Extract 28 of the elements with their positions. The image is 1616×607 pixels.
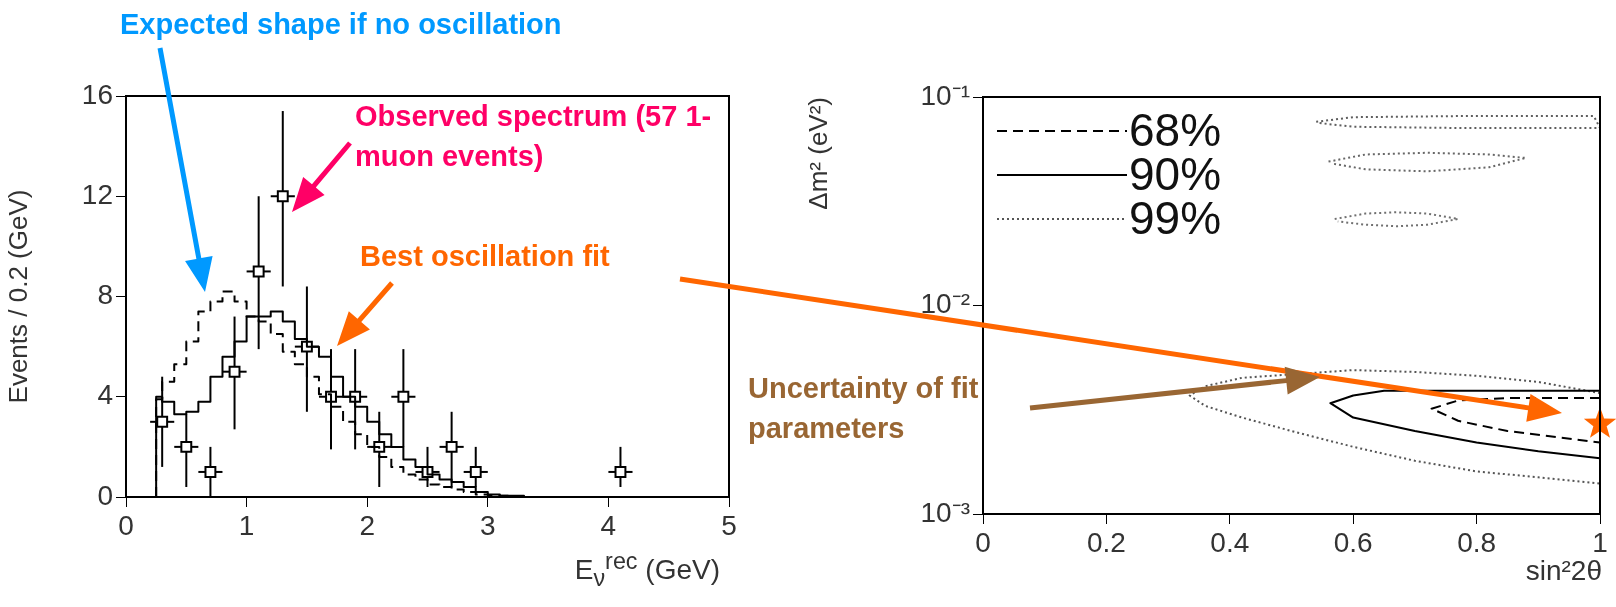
x-tick-label: 1 [238, 509, 255, 541]
y-tick-label: 12 [81, 178, 113, 210]
x-axis-title: E$_{ν}$$^{rec}$ (GeV) [574, 548, 720, 592]
x-tick-label: 0 [975, 526, 991, 558]
y-axis-title: Δm² (eV²) [802, 97, 833, 210]
x-tick-label: 5 [721, 509, 737, 541]
y-tick-label: 4 [97, 379, 113, 411]
text: Expected shape if no oscillation [120, 7, 563, 42]
annotation: Best oscillation fit [360, 239, 611, 274]
x-tick-label: 4 [600, 509, 617, 541]
x-tick-label: 3 [480, 509, 496, 541]
x-tick-label: 0.2 [1086, 526, 1126, 558]
x-tick-label: 2 [359, 509, 375, 541]
y-tick-label: 16 [81, 78, 113, 110]
y-tick-label: 10⁻³ [920, 496, 970, 528]
x-tick-label: 0.6 [1333, 526, 1373, 558]
x-tick-label: 0.8 [1457, 526, 1497, 558]
y-tick-label: 0 [97, 479, 113, 511]
y-axis-title: Events / 0.2 (GeV) [2, 189, 33, 404]
x-tick-label: 1 [1592, 526, 1608, 558]
annotation: Observed spectrum (57 1-muon events) [355, 99, 713, 174]
y-tick-label: 10⁻² [920, 288, 970, 320]
x-tick-label: 0 [118, 509, 134, 541]
y-tick-label: 8 [97, 279, 113, 311]
x-axis-title: sin²2θ [1525, 555, 1602, 587]
text: Uncertainty of fit parameters [748, 371, 980, 446]
x-tick-label: 0.4 [1210, 526, 1250, 558]
y-tick-label: 10⁻¹ [920, 79, 970, 111]
